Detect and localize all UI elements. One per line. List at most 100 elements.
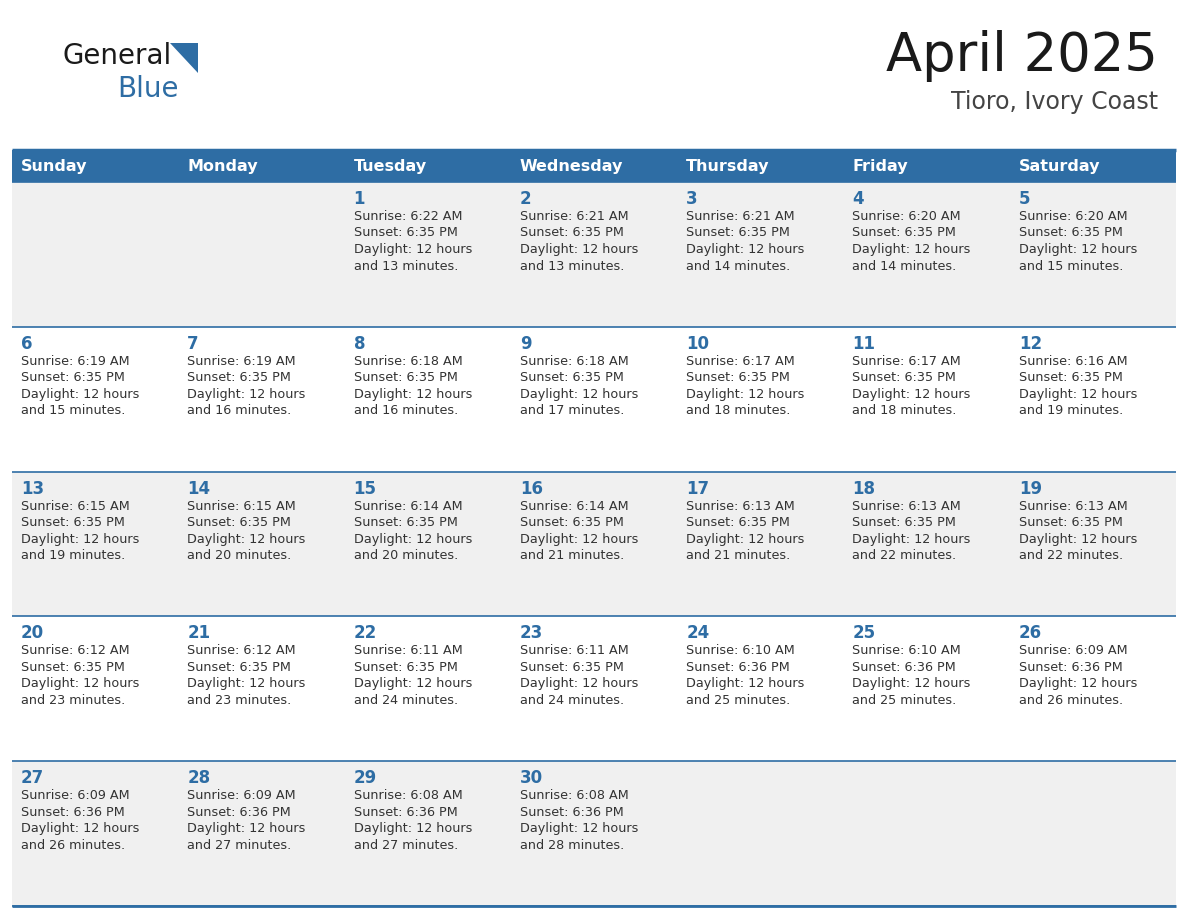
Text: Sunset: 6:35 PM: Sunset: 6:35 PM bbox=[21, 661, 125, 674]
Text: and 22 minutes.: and 22 minutes. bbox=[853, 549, 956, 562]
Text: Sunset: 6:36 PM: Sunset: 6:36 PM bbox=[853, 661, 956, 674]
Text: Daylight: 12 hours: Daylight: 12 hours bbox=[21, 532, 139, 545]
Text: 14: 14 bbox=[188, 479, 210, 498]
Text: Friday: Friday bbox=[853, 159, 908, 174]
Bar bbox=[511, 150, 677, 182]
Text: Daylight: 12 hours: Daylight: 12 hours bbox=[354, 387, 472, 401]
Text: and 27 minutes.: and 27 minutes. bbox=[354, 839, 457, 852]
Text: 11: 11 bbox=[853, 335, 876, 353]
Text: Daylight: 12 hours: Daylight: 12 hours bbox=[1019, 677, 1137, 690]
Text: Sunset: 6:35 PM: Sunset: 6:35 PM bbox=[1019, 371, 1123, 385]
Polygon shape bbox=[170, 43, 198, 73]
Text: Sunrise: 6:14 AM: Sunrise: 6:14 AM bbox=[354, 499, 462, 512]
Text: Sunset: 6:36 PM: Sunset: 6:36 PM bbox=[188, 806, 291, 819]
Text: Daylight: 12 hours: Daylight: 12 hours bbox=[1019, 387, 1137, 401]
Bar bbox=[1010, 150, 1176, 182]
Text: Sunrise: 6:15 AM: Sunrise: 6:15 AM bbox=[21, 499, 129, 512]
Text: Sunset: 6:35 PM: Sunset: 6:35 PM bbox=[853, 516, 956, 529]
Text: Sunset: 6:35 PM: Sunset: 6:35 PM bbox=[520, 516, 624, 529]
Text: 29: 29 bbox=[354, 769, 377, 788]
Text: Daylight: 12 hours: Daylight: 12 hours bbox=[520, 532, 638, 545]
Text: and 15 minutes.: and 15 minutes. bbox=[21, 404, 126, 418]
Text: Sunset: 6:35 PM: Sunset: 6:35 PM bbox=[188, 516, 291, 529]
Text: Sunrise: 6:11 AM: Sunrise: 6:11 AM bbox=[520, 644, 628, 657]
Text: and 19 minutes.: and 19 minutes. bbox=[21, 549, 125, 562]
Text: Saturday: Saturday bbox=[1019, 159, 1100, 174]
Text: 6: 6 bbox=[21, 335, 32, 353]
Text: Sunset: 6:35 PM: Sunset: 6:35 PM bbox=[520, 661, 624, 674]
Text: 30: 30 bbox=[520, 769, 543, 788]
Text: 23: 23 bbox=[520, 624, 543, 643]
Text: Daylight: 12 hours: Daylight: 12 hours bbox=[687, 532, 804, 545]
Text: Sunrise: 6:19 AM: Sunrise: 6:19 AM bbox=[188, 354, 296, 368]
Text: Sunset: 6:35 PM: Sunset: 6:35 PM bbox=[853, 371, 956, 385]
Text: Sunset: 6:35 PM: Sunset: 6:35 PM bbox=[687, 516, 790, 529]
Text: Daylight: 12 hours: Daylight: 12 hours bbox=[853, 532, 971, 545]
Text: 27: 27 bbox=[21, 769, 44, 788]
Text: 7: 7 bbox=[188, 335, 198, 353]
Text: 5: 5 bbox=[1019, 190, 1030, 208]
Text: 12: 12 bbox=[1019, 335, 1042, 353]
Bar bbox=[12, 616, 1176, 761]
Text: and 14 minutes.: and 14 minutes. bbox=[687, 260, 790, 273]
Text: Sunrise: 6:18 AM: Sunrise: 6:18 AM bbox=[520, 354, 628, 368]
Text: and 25 minutes.: and 25 minutes. bbox=[853, 694, 956, 707]
Text: and 23 minutes.: and 23 minutes. bbox=[21, 694, 125, 707]
Text: and 21 minutes.: and 21 minutes. bbox=[520, 549, 624, 562]
Text: 21: 21 bbox=[188, 624, 210, 643]
Text: Sunrise: 6:21 AM: Sunrise: 6:21 AM bbox=[687, 210, 795, 223]
Text: Tuesday: Tuesday bbox=[354, 159, 426, 174]
Text: Sunrise: 6:11 AM: Sunrise: 6:11 AM bbox=[354, 644, 462, 657]
Text: April 2025: April 2025 bbox=[886, 30, 1158, 82]
Text: Daylight: 12 hours: Daylight: 12 hours bbox=[354, 677, 472, 690]
Text: Sunrise: 6:09 AM: Sunrise: 6:09 AM bbox=[188, 789, 296, 802]
Text: 28: 28 bbox=[188, 769, 210, 788]
Text: 25: 25 bbox=[853, 624, 876, 643]
Text: Sunrise: 6:17 AM: Sunrise: 6:17 AM bbox=[853, 354, 961, 368]
Text: Daylight: 12 hours: Daylight: 12 hours bbox=[853, 243, 971, 256]
Text: and 20 minutes.: and 20 minutes. bbox=[188, 549, 291, 562]
Text: Daylight: 12 hours: Daylight: 12 hours bbox=[188, 823, 305, 835]
Text: Blue: Blue bbox=[116, 75, 178, 103]
Text: 13: 13 bbox=[21, 479, 44, 498]
Text: Monday: Monday bbox=[188, 159, 258, 174]
Text: 10: 10 bbox=[687, 335, 709, 353]
Text: and 18 minutes.: and 18 minutes. bbox=[853, 404, 956, 418]
Text: and 25 minutes.: and 25 minutes. bbox=[687, 694, 790, 707]
Text: Sunset: 6:36 PM: Sunset: 6:36 PM bbox=[354, 806, 457, 819]
Text: Sunset: 6:35 PM: Sunset: 6:35 PM bbox=[1019, 227, 1123, 240]
Text: and 14 minutes.: and 14 minutes. bbox=[853, 260, 956, 273]
Text: and 15 minutes.: and 15 minutes. bbox=[1019, 260, 1123, 273]
Bar bbox=[12, 150, 178, 182]
Text: Daylight: 12 hours: Daylight: 12 hours bbox=[354, 823, 472, 835]
Text: Sunrise: 6:17 AM: Sunrise: 6:17 AM bbox=[687, 354, 795, 368]
Text: Sunrise: 6:19 AM: Sunrise: 6:19 AM bbox=[21, 354, 129, 368]
Text: and 16 minutes.: and 16 minutes. bbox=[354, 404, 457, 418]
Text: 15: 15 bbox=[354, 479, 377, 498]
Text: and 26 minutes.: and 26 minutes. bbox=[21, 839, 125, 852]
Text: and 24 minutes.: and 24 minutes. bbox=[520, 694, 624, 707]
Text: Sunrise: 6:20 AM: Sunrise: 6:20 AM bbox=[853, 210, 961, 223]
Text: Sunset: 6:35 PM: Sunset: 6:35 PM bbox=[354, 516, 457, 529]
Text: Sunset: 6:36 PM: Sunset: 6:36 PM bbox=[687, 661, 790, 674]
Bar bbox=[12, 182, 1176, 327]
Text: and 20 minutes.: and 20 minutes. bbox=[354, 549, 457, 562]
Text: and 16 minutes.: and 16 minutes. bbox=[188, 404, 291, 418]
Text: and 13 minutes.: and 13 minutes. bbox=[354, 260, 457, 273]
Text: Sunset: 6:35 PM: Sunset: 6:35 PM bbox=[520, 371, 624, 385]
Text: Sunrise: 6:15 AM: Sunrise: 6:15 AM bbox=[188, 499, 296, 512]
Text: Sunset: 6:35 PM: Sunset: 6:35 PM bbox=[354, 227, 457, 240]
Text: Sunrise: 6:08 AM: Sunrise: 6:08 AM bbox=[520, 789, 628, 802]
Text: Daylight: 12 hours: Daylight: 12 hours bbox=[853, 677, 971, 690]
Text: Sunrise: 6:14 AM: Sunrise: 6:14 AM bbox=[520, 499, 628, 512]
Bar bbox=[12, 472, 1176, 616]
Text: 8: 8 bbox=[354, 335, 365, 353]
Bar bbox=[345, 150, 511, 182]
Text: Sunset: 6:35 PM: Sunset: 6:35 PM bbox=[354, 661, 457, 674]
Text: and 13 minutes.: and 13 minutes. bbox=[520, 260, 624, 273]
Text: 3: 3 bbox=[687, 190, 697, 208]
Text: Sunrise: 6:08 AM: Sunrise: 6:08 AM bbox=[354, 789, 462, 802]
Text: and 18 minutes.: and 18 minutes. bbox=[687, 404, 790, 418]
Text: Tioro, Ivory Coast: Tioro, Ivory Coast bbox=[950, 90, 1158, 114]
Text: Daylight: 12 hours: Daylight: 12 hours bbox=[520, 387, 638, 401]
